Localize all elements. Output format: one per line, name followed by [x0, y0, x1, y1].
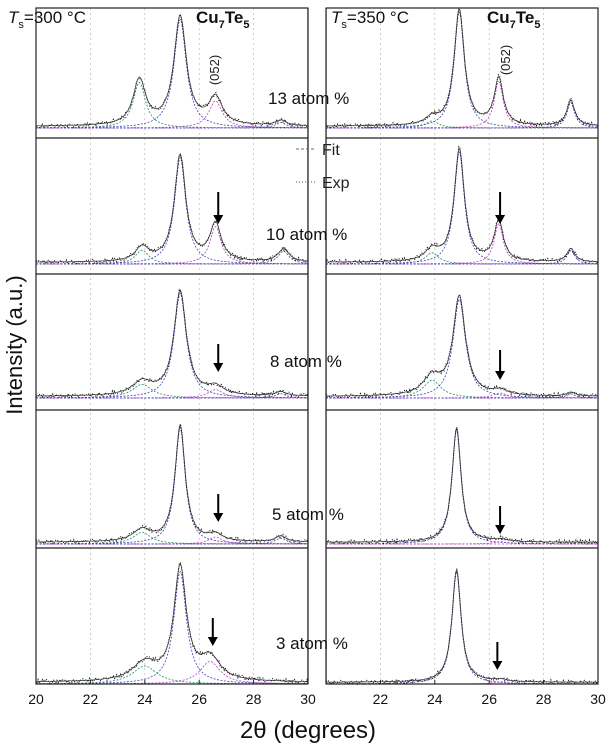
fit-component — [326, 298, 598, 399]
y-axis-label: Intensity (a.u.) — [2, 275, 27, 414]
arrow-head — [495, 371, 506, 380]
exp-curve — [36, 423, 309, 545]
fit-component — [36, 426, 308, 545]
peak-arrows — [207, 192, 506, 670]
x-axis-label: 2θ (degrees) — [240, 717, 376, 744]
column-gap — [308, 0, 326, 700]
arrow-head — [213, 513, 224, 522]
panel-frames — [35, 0, 599, 700]
arrow-head — [492, 661, 503, 670]
concentration-label-5: 5 atom % — [272, 505, 344, 524]
fit-curve — [326, 148, 598, 263]
arrow-head — [207, 637, 218, 646]
concentration-label-10: 10 atom % — [266, 225, 347, 244]
fit-curve — [326, 426, 598, 543]
concentration-label-3: 3 atom % — [276, 634, 348, 653]
fit-curve — [36, 563, 308, 682]
x-tick-label: 22 — [83, 691, 99, 707]
exp-curve — [35, 154, 309, 265]
arrow-head — [495, 525, 506, 534]
legend-exp-label: Exp — [322, 175, 350, 192]
fit-component — [36, 292, 308, 399]
x-tick-label: 28 — [536, 691, 552, 707]
x-tick-label: 26 — [191, 691, 207, 707]
x-tick-label: 30 — [590, 691, 606, 707]
fit-curve — [36, 423, 308, 543]
arrow-head — [495, 215, 506, 224]
concentration-label-13: 13 atom % — [268, 89, 349, 108]
fit-component — [36, 81, 308, 129]
x-tick-label: 24 — [427, 691, 443, 707]
fit-component — [36, 532, 309, 545]
fit-component — [36, 570, 308, 685]
fit-component — [326, 392, 598, 399]
x-ticks: 20 22 24 26 28 30 22 24 26 28 30 — [28, 680, 606, 707]
fit-component — [326, 222, 598, 265]
compound-label-350: Cu7Te5 — [487, 8, 541, 31]
x-tick-label: 20 — [28, 691, 44, 707]
concentration-label-8: 8 atom % — [270, 352, 342, 371]
x-tick-label: 30 — [300, 691, 316, 707]
compound-label-300: Cu7Te5 — [196, 8, 250, 31]
fit-component — [326, 80, 598, 129]
peak-label-052-right: (052) — [498, 45, 513, 75]
fit-component — [36, 536, 308, 545]
x-tick-label: 24 — [137, 691, 153, 707]
fit-component — [36, 384, 308, 399]
fit-curve — [36, 289, 309, 397]
x-tick-label: 28 — [246, 691, 262, 707]
fit-curve — [36, 153, 308, 263]
fit-component — [36, 156, 308, 265]
peak-label-052-left: (052) — [207, 55, 222, 85]
fit-curve — [326, 568, 598, 683]
arrow-head — [213, 363, 224, 372]
ts-label-300: Ts=300 °C — [8, 8, 86, 31]
fit-component — [36, 18, 308, 129]
fit-curve — [326, 8, 599, 127]
x-tick-label: 22 — [373, 691, 389, 707]
fit-curve — [326, 294, 599, 397]
x-tick-label: 26 — [481, 691, 497, 707]
fit-curve — [36, 14, 309, 127]
fit-component — [36, 249, 308, 265]
ts-label-350: Ts=350 °C — [331, 8, 409, 31]
fit-component — [36, 250, 309, 265]
arrow-head — [213, 215, 224, 224]
exp-curve — [325, 294, 599, 399]
legend-fit-label: Fit — [322, 142, 340, 159]
fit-component — [326, 120, 598, 129]
fit-component — [36, 665, 308, 685]
panel-frame — [325, 7, 599, 685]
